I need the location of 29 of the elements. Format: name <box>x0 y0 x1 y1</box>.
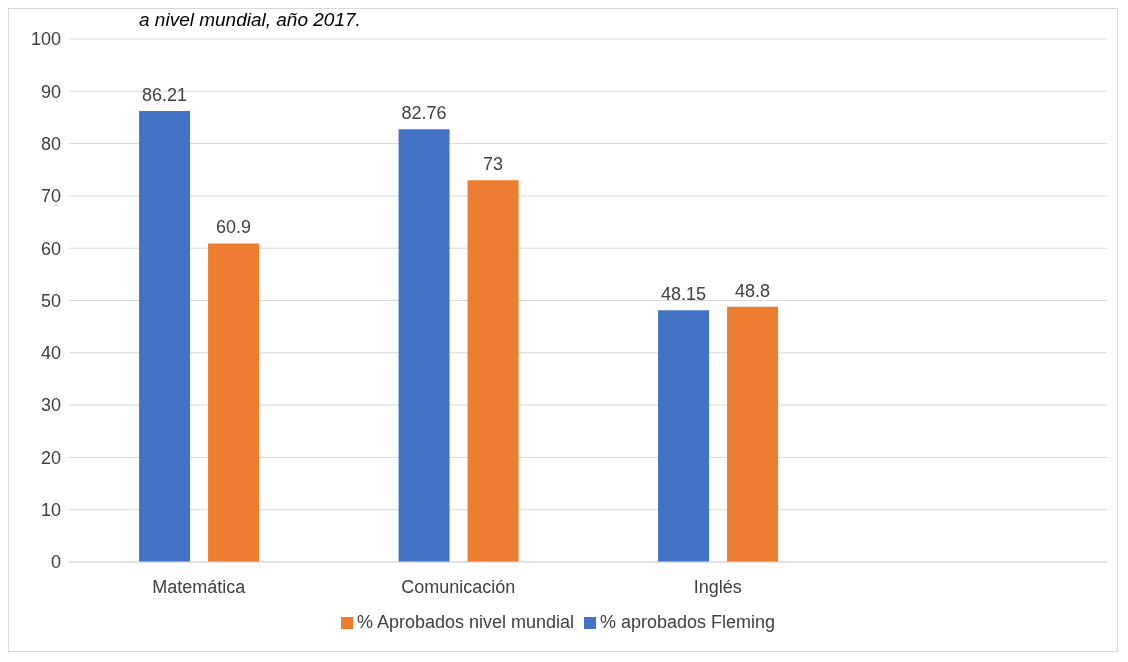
bar <box>398 129 450 562</box>
x-tick-label: Inglés <box>693 576 742 597</box>
y-tick-label: 100 <box>30 29 61 50</box>
y-tick-label: 50 <box>40 290 61 311</box>
bar <box>139 111 191 562</box>
legend-label: % Aprobados nivel mundial <box>356 612 575 632</box>
x-tick-label: Matemática <box>152 576 247 597</box>
data-label: 86.21 <box>142 85 188 106</box>
data-label: 73 <box>483 154 504 175</box>
data-label: 60.9 <box>216 217 252 238</box>
legend-label: % aprobados Fleming <box>600 612 776 632</box>
bar <box>658 310 710 562</box>
y-tick-label: 60 <box>40 238 61 259</box>
y-tick-label: 20 <box>40 447 61 468</box>
y-tick-label: 10 <box>40 500 61 521</box>
bar <box>208 243 260 562</box>
y-tick-label: 90 <box>40 81 61 102</box>
y-tick-label: 40 <box>40 343 61 364</box>
chart-title: a nivel mundial, año 2017. <box>138 9 362 31</box>
data-label: 82.76 <box>401 103 447 124</box>
y-tick-label: 70 <box>40 186 61 207</box>
y-tick-label: 0 <box>50 552 61 573</box>
x-tick-label: Comunicación <box>401 576 516 597</box>
data-label: 48.8 <box>735 280 771 301</box>
bar <box>727 306 779 562</box>
bar <box>467 180 519 562</box>
y-tick-label: 30 <box>40 395 61 416</box>
y-tick-label: 80 <box>40 133 61 154</box>
data-label: 48.15 <box>661 284 707 305</box>
